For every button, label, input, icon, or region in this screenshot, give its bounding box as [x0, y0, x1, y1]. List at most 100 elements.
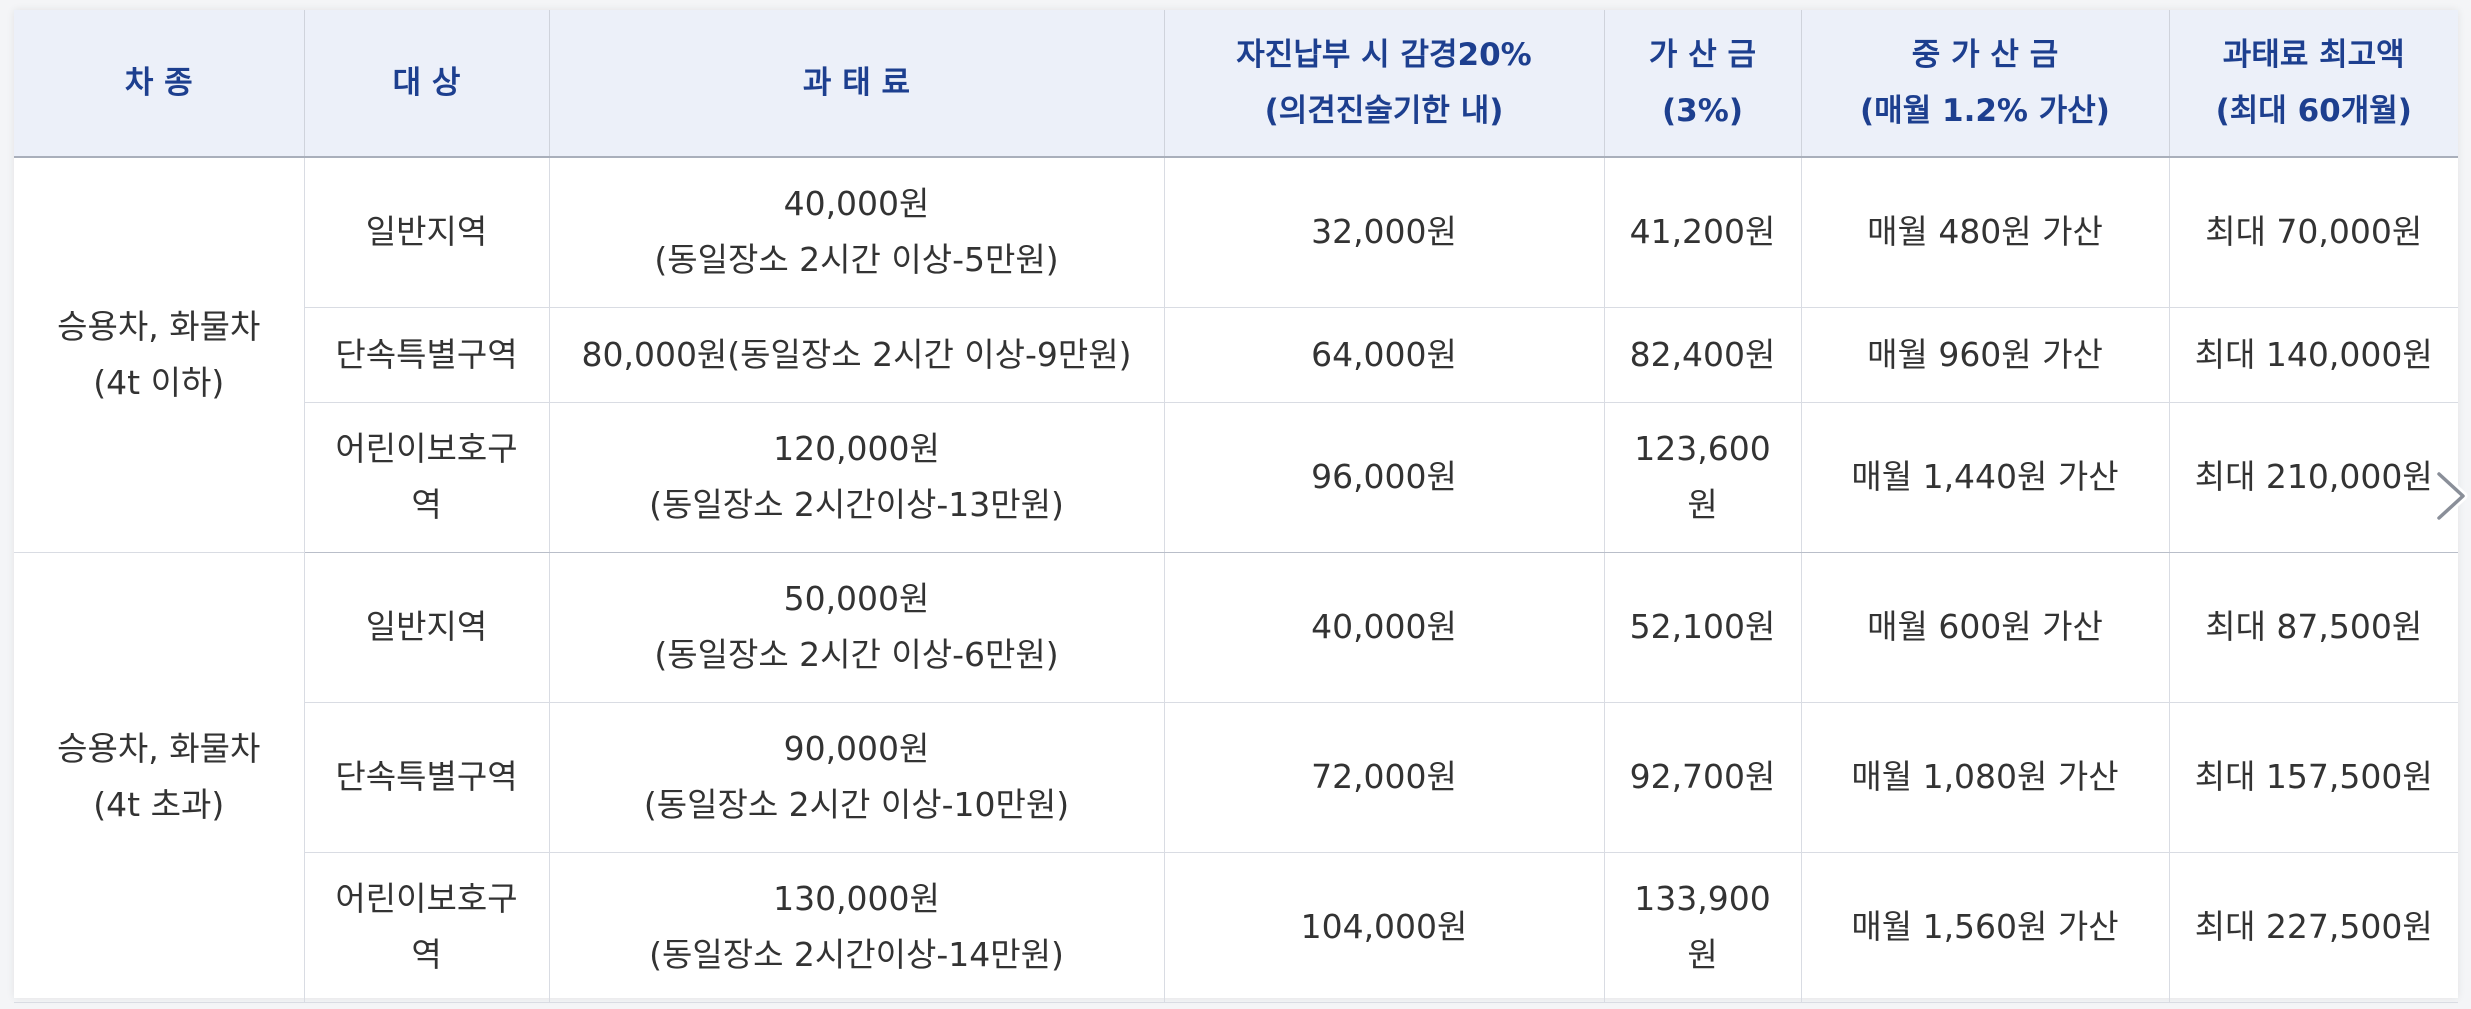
cell-text: 역 [411, 485, 442, 524]
discount-cell: 104,000원 [1164, 852, 1605, 1003]
cell-text: 어린이보호구 [335, 879, 518, 918]
cell-text: (동일장소 2시간 이상-10만원) [643, 785, 1070, 824]
heavy-surcharge-cell: 매월 960원 가산 [1801, 307, 2170, 403]
target-cell: 일반지역 [304, 552, 550, 703]
vehicle-line1: 승용차, 화물차 [57, 306, 261, 346]
fine-table-container: 차 종 대 상 과 태 료 자진납부 시 감경20% (의견진술기한 내) 가 … [14, 10, 2468, 1003]
header-target: 대 상 [304, 10, 550, 158]
max-fine-cell: 최대 87,500원 [2169, 552, 2458, 703]
cell-text: 일반지역 [365, 607, 488, 646]
surcharge-cell: 82,400원 [1604, 307, 1802, 403]
header-fine: 과 태 료 [549, 10, 1165, 158]
cell-text: 96,000원 [1311, 457, 1457, 496]
header-row: 차 종 대 상 과 태 료 자진납부 시 감경20% (의견진술기한 내) 가 … [14, 10, 2458, 158]
cell-text: (동일장소 2시간이상-14만원) [649, 935, 1064, 974]
cell-text: 단속특별구역 [335, 757, 518, 796]
header-max-line2: (최대 60개월) [2215, 93, 2412, 129]
max-fine-cell: 최대 140,000원 [2169, 307, 2458, 403]
fine-cell: 40,000원 (동일장소 2시간 이상-5만원) [549, 157, 1165, 308]
max-fine-cell: 최대 157,500원 [2169, 702, 2458, 853]
cell-text: 원 [1687, 935, 1718, 974]
fine-cell: 50,000원 (동일장소 2시간 이상-6만원) [549, 552, 1165, 703]
cell-text: 단속특별구역 [335, 334, 518, 374]
cell-text: 어린이보호구 [335, 429, 518, 468]
target-cell: 단속특별구역 [304, 307, 550, 403]
cell-text: 최대 157,500원 [2194, 757, 2433, 796]
cell-text: 매월 480원 가산 [1867, 212, 2103, 252]
cell-text: 일반지역 [365, 212, 488, 252]
cell-text: 133,900 [1634, 879, 1771, 918]
parking-fine-table: 차 종 대 상 과 태 료 자진납부 시 감경20% (의견진술기한 내) 가 … [14, 10, 2458, 1003]
surcharge-cell: 123,600 원 [1604, 402, 1802, 553]
cell-text: 72,000원 [1311, 757, 1457, 796]
cell-text: 최대 227,500원 [2194, 907, 2433, 946]
header-surcharge-line1: 가 산 금 [1648, 37, 1757, 73]
cell-text: 매월 600원 가산 [1867, 607, 2103, 646]
cell-text: (동일장소 2시간 이상-6만원) [654, 635, 1059, 674]
header-heavy-line1: 중 가 산 금 [1911, 37, 2059, 73]
vehicle-line2: (4t 초과) [93, 785, 225, 824]
cell-text: 40,000원 [1311, 607, 1457, 646]
header-surcharge-line2: (3%) [1662, 93, 1743, 129]
fine-cell: 120,000원 (동일장소 2시간이상-13만원) [549, 402, 1165, 553]
heavy-surcharge-cell: 매월 600원 가산 [1801, 552, 2170, 703]
vehicle-cell: 승용차, 화물차 (4t 초과) [14, 552, 305, 1003]
table-row: 승용차, 화물차 (4t 이하) 일반지역 40,000원 (동일장소 2시간 이… [14, 157, 2458, 553]
cell-text: 104,000원 [1300, 907, 1468, 946]
table-row: 승용차, 화물차 (4t 초과) 일반지역 50,000원 (동일장소 2시간 이… [14, 552, 2458, 1003]
max-fine-cell: 최대 227,500원 [2169, 852, 2458, 1003]
target-cell: 단속특별구역 [304, 702, 550, 853]
cell-text: 차 종 [124, 65, 193, 101]
target-cell: 일반지역 [304, 157, 550, 308]
surcharge-cell: 92,700원 [1604, 702, 1802, 853]
heavy-surcharge-cell: 매월 1,560원 가산 [1801, 852, 2170, 1003]
header-discount: 자진납부 시 감경20% (의견진술기한 내) [1164, 10, 1605, 158]
cell-text: 41,200원 [1629, 212, 1776, 252]
fine-cell: 80,000원(동일장소 2시간 이상-9만원) [549, 307, 1165, 403]
cell-text: 원 [1687, 485, 1718, 524]
chevron-right-icon[interactable] [2430, 468, 2470, 524]
surcharge-cell: 133,900 원 [1604, 852, 1802, 1003]
cell-text: 대 상 [392, 65, 461, 101]
cell-text: 80,000원(동일장소 2시간 이상-9만원) [581, 334, 1132, 374]
cell-text: 매월 1,560원 가산 [1851, 907, 2119, 946]
max-fine-cell: 최대 210,000원 [2169, 402, 2458, 553]
cell-text: 최대 210,000원 [2194, 457, 2433, 496]
cell-text: 40,000원 [783, 184, 930, 224]
cell-text: 120,000원 [773, 429, 940, 468]
cell-text: 50,000원 [783, 579, 930, 618]
cell-text: (동일장소 2시간 이상-5만원) [654, 240, 1059, 280]
max-fine-cell: 최대 70,000원 [2169, 157, 2458, 308]
header-heavy-line2: (매월 1.2% 가산) [1860, 93, 2110, 129]
cell-text: 매월 1,440원 가산 [1851, 457, 2119, 496]
surcharge-cell: 41,200원 [1604, 157, 1802, 308]
header-max-line1: 과태료 최고액 [2222, 37, 2405, 73]
table-row: 단속특별구역 90,000원 (동일장소 2시간 이상-10만원) 72,000원… [14, 702, 2458, 853]
heavy-surcharge-cell: 매월 1,440원 가산 [1801, 402, 2170, 553]
cell-text: 역 [411, 935, 442, 974]
surcharge-cell: 52,100원 [1604, 552, 1802, 703]
table-row: 단속특별구역 80,000원(동일장소 2시간 이상-9만원) 64,000원 … [14, 307, 2458, 403]
cell-text: 90,000원 [783, 729, 930, 768]
discount-cell: 96,000원 [1164, 402, 1605, 553]
cell-text: 130,000원 [773, 879, 940, 918]
discount-cell: 40,000원 [1164, 552, 1605, 703]
discount-cell: 32,000원 [1164, 157, 1605, 308]
cell-text: 92,700원 [1629, 757, 1776, 796]
heavy-surcharge-cell: 매월 480원 가산 [1801, 157, 2170, 308]
vehicle-line1: 승용차, 화물차 [57, 729, 261, 768]
cell-text: 64,000원 [1311, 334, 1457, 374]
discount-cell: 64,000원 [1164, 307, 1605, 403]
cell-text: 매월 960원 가산 [1867, 334, 2103, 374]
cell-text: 과 태 료 [802, 65, 911, 101]
fine-cell: 130,000원 (동일장소 2시간이상-14만원) [549, 852, 1165, 1003]
header-vehicle: 차 종 [14, 10, 305, 158]
header-max-fine: 과태료 최고액 (최대 60개월) [2169, 10, 2458, 158]
header-discount-line2: (의견진술기한 내) [1264, 93, 1504, 129]
cell-text: 123,600 [1634, 429, 1771, 468]
cell-text: 최대 87,500원 [2205, 607, 2423, 646]
